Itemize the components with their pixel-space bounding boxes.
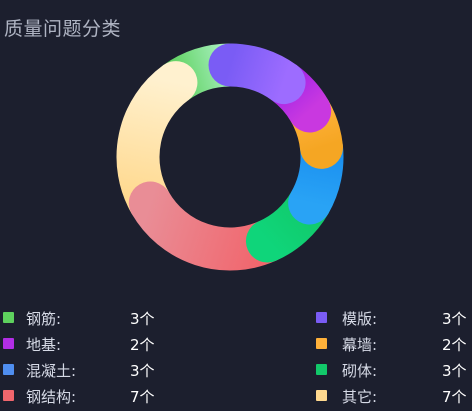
donut-chart (116, 43, 344, 271)
legend: 钢筋: 3个 地基: 2个 混凝土: 3个 钢结构: 7个 模版: 3个 幕墙:… (0, 306, 472, 411)
legend-count: 3个 (130, 362, 155, 380)
legend-label: 模版: (342, 310, 378, 328)
legend-swatch-steel-structure (3, 390, 14, 401)
legend-count: 3个 (442, 362, 467, 380)
legend-swatch-other (316, 390, 327, 401)
legend-count: 2个 (130, 336, 155, 354)
legend-label: 其它: (342, 388, 378, 406)
legend-label: 钢结构: (26, 388, 77, 406)
legend-item-other[interactable]: 其它: 7个 (313, 384, 472, 406)
legend-item-concrete[interactable]: 混凝土: 3个 (0, 358, 240, 380)
legend-count: 7个 (442, 388, 467, 406)
legend-swatch-formwork (316, 312, 327, 323)
legend-swatch-concrete (3, 364, 14, 375)
legend-swatch-foundation (3, 338, 14, 349)
legend-label: 幕墙: (342, 336, 378, 354)
legend-count: 2个 (442, 336, 467, 354)
legend-item-curtain-wall[interactable]: 幕墙: 2个 (313, 332, 472, 354)
legend-count: 7个 (130, 388, 155, 406)
legend-item-rebar[interactable]: 钢筋: 3个 (0, 306, 240, 328)
legend-label: 混凝土: (26, 362, 77, 380)
legend-swatch-rebar (3, 312, 14, 323)
legend-item-foundation[interactable]: 地基: 2个 (0, 332, 240, 354)
legend-count: 3个 (442, 310, 467, 328)
legend-label: 地基: (26, 336, 62, 354)
legend-label: 砌体: (342, 362, 378, 380)
legend-swatch-curtain-wall (316, 338, 327, 349)
legend-swatch-masonry (316, 364, 327, 375)
donut-segment-1[interactable] (208, 43, 306, 105)
legend-item-steel-structure[interactable]: 钢结构: 7个 (0, 384, 240, 406)
chart-title: 质量问题分类 (4, 18, 122, 40)
legend-item-formwork[interactable]: 模版: 3个 (313, 306, 472, 328)
legend-item-masonry[interactable]: 砌体: 3个 (313, 358, 472, 380)
legend-label: 钢筋: (26, 310, 62, 328)
legend-count: 3个 (130, 310, 155, 328)
